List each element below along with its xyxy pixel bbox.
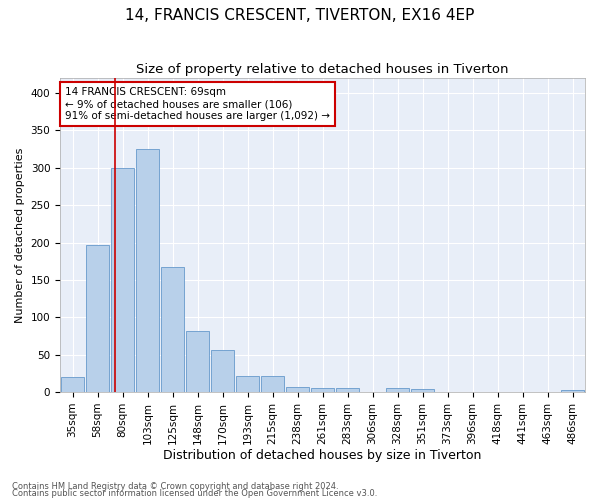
Text: 14 FRANCIS CRESCENT: 69sqm
← 9% of detached houses are smaller (106)
91% of semi: 14 FRANCIS CRESCENT: 69sqm ← 9% of detac… (65, 88, 330, 120)
Bar (111, 168, 134, 392)
Bar (336, 388, 359, 392)
Title: Size of property relative to detached houses in Tiverton: Size of property relative to detached ho… (136, 62, 509, 76)
Bar (61, 377, 84, 392)
Bar (236, 376, 259, 392)
Bar (411, 389, 434, 392)
Bar (211, 350, 234, 392)
Text: 14, FRANCIS CRESCENT, TIVERTON, EX16 4EP: 14, FRANCIS CRESCENT, TIVERTON, EX16 4EP (125, 8, 475, 22)
X-axis label: Distribution of detached houses by size in Tiverton: Distribution of detached houses by size … (163, 450, 482, 462)
Bar (286, 387, 309, 392)
Bar (161, 267, 184, 392)
Bar (261, 376, 284, 392)
Bar (186, 331, 209, 392)
Bar (561, 390, 584, 392)
Bar (311, 388, 334, 392)
Bar (86, 245, 109, 392)
Text: Contains public sector information licensed under the Open Government Licence v3: Contains public sector information licen… (12, 489, 377, 498)
Y-axis label: Number of detached properties: Number of detached properties (15, 148, 25, 323)
Bar (136, 149, 159, 392)
Text: Contains HM Land Registry data © Crown copyright and database right 2024.: Contains HM Land Registry data © Crown c… (12, 482, 338, 491)
Bar (386, 388, 409, 392)
